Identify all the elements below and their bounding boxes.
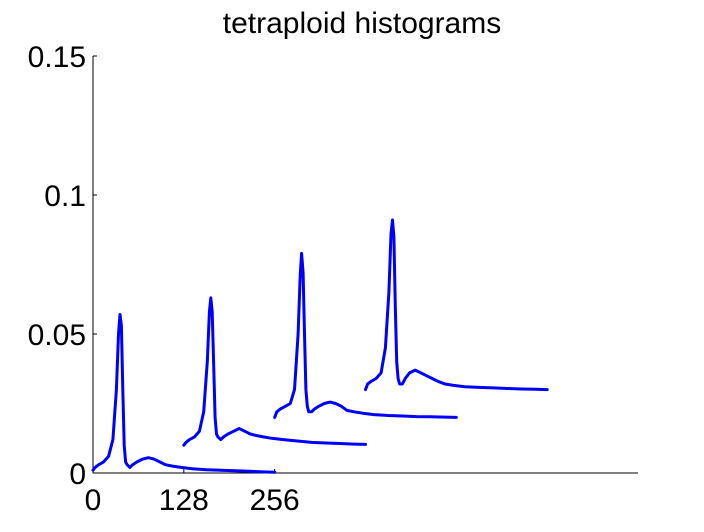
y-tick-label: 0.1 — [44, 180, 86, 213]
series-line-2 — [182, 296, 367, 447]
series-group — [91, 218, 549, 474]
series-line-3 — [273, 251, 458, 419]
series-line-1 — [91, 313, 277, 474]
x-tick-label: 128 — [159, 484, 209, 517]
x-tick-label: 256 — [250, 484, 300, 517]
y-tick-label: 0.05 — [28, 319, 86, 352]
chart-title: tetraploid histograms — [223, 7, 501, 40]
y-ticks: 0 0.05 0.1 0.15 — [28, 41, 97, 491]
y-tick-label: 0.15 — [28, 41, 86, 74]
series-line-4 — [364, 218, 549, 392]
x-ticks: 0 128 256 — [85, 469, 300, 517]
y-tick-label: 0 — [69, 458, 86, 491]
x-tick-label: 0 — [85, 484, 102, 517]
